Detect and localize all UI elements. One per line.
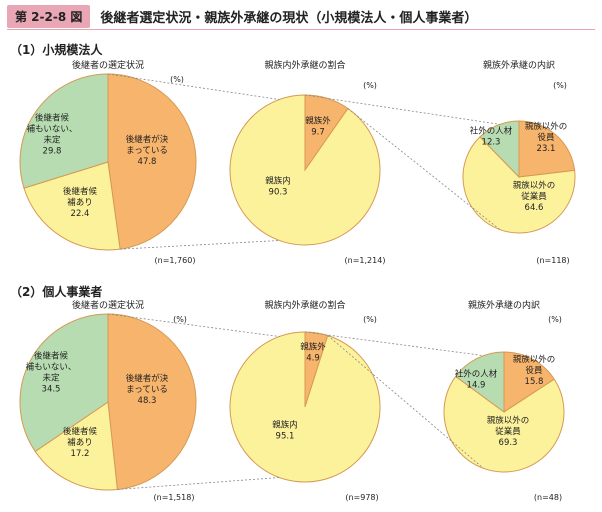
section-title-sole-prop: （2）個人事業者 <box>10 285 103 299</box>
data-label: 従業員 <box>495 426 521 437</box>
data-label: 補あり <box>67 437 93 448</box>
chart-title: 後継者の選定状況 <box>72 59 144 71</box>
pie-slice <box>518 120 576 178</box>
pie-slice <box>107 73 197 250</box>
data-label: 4.9 <box>306 354 320 364</box>
data-label: 補あり <box>67 197 93 208</box>
data-label: 95.1 <box>276 432 295 442</box>
data-label: 23.1 <box>537 144 556 154</box>
chart-title: 親族内外承継の割合 <box>264 59 345 71</box>
data-label: 親族以外の <box>525 121 568 132</box>
figure-title: 後継者選定状況・親族外承継の現状（小規模法人・個人事業者） <box>100 10 478 26</box>
data-label: 従業員 <box>521 191 547 202</box>
data-label: 親族外 <box>305 116 331 127</box>
unit-label: (%) <box>363 81 377 90</box>
connector-line <box>107 73 280 100</box>
data-label: 15.8 <box>525 377 544 387</box>
figure-header: 第 2-2-8 図 後継者選定状況・親族外承継の現状（小規模法人・個人事業者） <box>7 4 478 28</box>
data-label: 未定 <box>42 373 60 384</box>
data-label: 29.8 <box>43 147 62 157</box>
data-label: 64.6 <box>525 203 544 213</box>
data-label: 14.9 <box>467 381 486 391</box>
chart-title: 親族内外承継の割合 <box>264 299 345 311</box>
pie-slice <box>443 375 565 473</box>
sample-size-label: (n=1,518) <box>154 493 195 502</box>
data-label: 後継者候 <box>34 351 69 362</box>
data-label: 親族以外の <box>513 354 556 365</box>
data-label: 役員 <box>525 365 543 376</box>
data-label: 親族以外の <box>513 180 556 191</box>
data-label: 親族内 <box>265 176 291 187</box>
pie-slice <box>229 331 381 483</box>
header-divider <box>7 29 595 30</box>
pie-slice <box>229 94 381 246</box>
pie-slice <box>34 401 118 491</box>
section-title-small-corp: （1）小規模法人 <box>10 43 103 57</box>
pie-slice <box>19 73 109 189</box>
chart-title: 後継者の選定状況 <box>72 299 144 311</box>
data-label: 34.5 <box>42 385 61 395</box>
data-label: 90.3 <box>269 188 288 198</box>
pie-slice <box>107 313 197 491</box>
unit-label: (%) <box>363 315 377 324</box>
data-label: 社外の人材 <box>470 126 513 137</box>
connector-line <box>347 108 501 230</box>
data-label: 12.3 <box>482 138 501 148</box>
data-label: 69.3 <box>499 438 518 448</box>
data-label: 役員 <box>537 132 555 143</box>
pie-slice <box>454 351 505 413</box>
sample-size-label: (n=1,214) <box>345 256 386 265</box>
data-label: 親族内 <box>272 420 298 431</box>
pie-slice <box>479 120 520 179</box>
data-label: 22.4 <box>71 209 90 219</box>
connector-line <box>117 477 280 490</box>
pie-slice <box>19 313 109 453</box>
data-label: 社外の人材 <box>455 369 498 380</box>
unit-label: (%) <box>170 75 184 84</box>
data-label: 後継者が決 <box>126 134 169 145</box>
pie-slice <box>462 136 576 234</box>
unit-label: (%) <box>553 81 567 90</box>
unit-label: (%) <box>173 315 187 324</box>
figure-number: 第 2-2-8 図 <box>7 4 91 28</box>
data-label: まっている <box>126 385 168 395</box>
sample-size-label: (n=978) <box>345 493 378 502</box>
data-label: 17.2 <box>71 449 90 459</box>
sample-size-label: (n=1,760) <box>155 256 196 265</box>
data-label: 補もいない、 <box>26 362 77 373</box>
connector-line <box>107 313 280 337</box>
chart-title: 親族外承継の内訳 <box>483 59 555 71</box>
chart-title: 親族外承継の内訳 <box>468 299 540 311</box>
data-label: まっている <box>126 146 168 156</box>
data-label: 48.3 <box>138 396 157 406</box>
data-label: 補もいない、 <box>27 124 78 135</box>
connector-line <box>120 240 280 250</box>
unit-label: (%) <box>548 315 562 324</box>
data-label: 後継者が決 <box>126 373 169 384</box>
data-label: 未定 <box>43 135 61 146</box>
data-label: 9.7 <box>311 128 325 138</box>
pie-slice <box>23 161 121 251</box>
data-label: 親族以外の <box>487 415 530 426</box>
data-label: 後継者候 <box>35 113 70 124</box>
pie-slice <box>503 351 555 413</box>
data-label: 47.8 <box>138 157 157 167</box>
connector-line <box>304 94 500 125</box>
sample-size-label: (n=118) <box>536 256 569 265</box>
data-label: 親族外 <box>300 342 326 353</box>
data-label: 後継者候 <box>63 426 98 437</box>
sample-size-label: (n=48) <box>534 493 562 502</box>
data-label: 後継者候 <box>63 186 98 197</box>
